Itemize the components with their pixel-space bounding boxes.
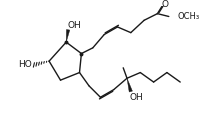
Text: O: O — [162, 0, 169, 9]
Polygon shape — [66, 30, 70, 42]
Polygon shape — [127, 78, 132, 92]
Text: OH: OH — [68, 22, 82, 30]
Text: OH: OH — [130, 93, 143, 102]
Text: HO: HO — [19, 60, 32, 69]
Text: OCH₃: OCH₃ — [177, 12, 200, 21]
